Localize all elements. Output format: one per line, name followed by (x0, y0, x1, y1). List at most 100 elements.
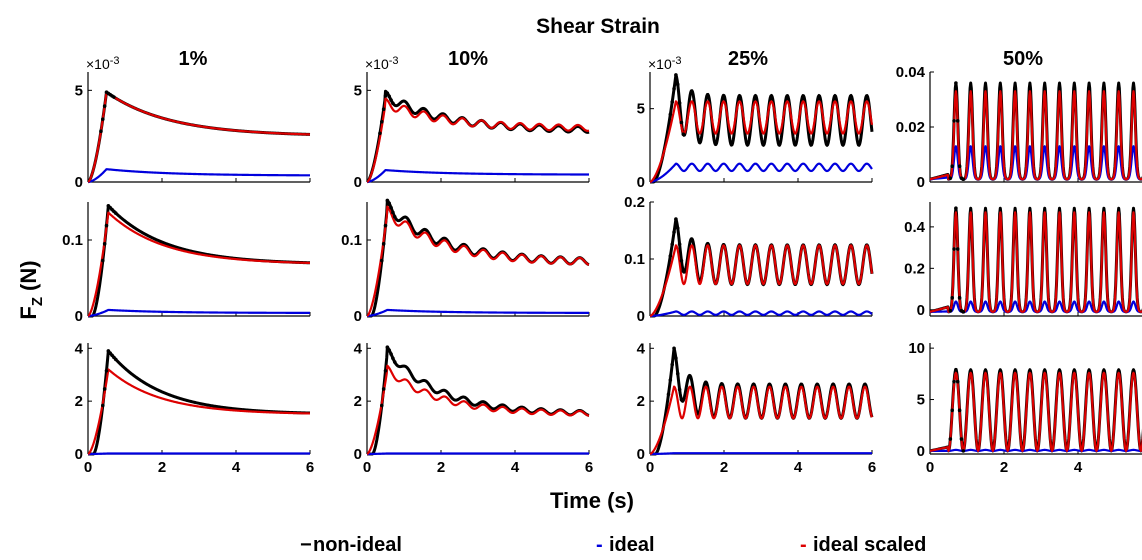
non-ideal-marker (672, 230, 676, 234)
non-ideal-marker (948, 308, 953, 313)
y-tick-label: 10 (908, 340, 925, 357)
non-ideal-marker (666, 392, 671, 397)
non-ideal-marker (112, 95, 116, 99)
column-title-3: 25% (728, 48, 768, 70)
panel-r2-c1: 00.1 (62, 202, 311, 325)
legend-item-2: - ideal (596, 534, 655, 556)
x-tick-label: 0 (926, 459, 934, 476)
legend-marker: - (800, 534, 807, 556)
series-non-ideal (930, 81, 1142, 181)
non-ideal-marker (952, 247, 956, 251)
series-ideal (650, 310, 873, 318)
non-ideal-marker (961, 449, 966, 453)
series-non-ideal (367, 345, 590, 456)
non-ideal-marker (681, 132, 686, 136)
x-tick-label: 2 (1000, 459, 1008, 476)
non-ideal-marker (681, 269, 686, 273)
y-axis-label: FZ (N) (16, 260, 46, 319)
non-ideal-marker (957, 408, 962, 413)
non-ideal-marker (387, 348, 392, 352)
non-ideal-marker (387, 201, 392, 206)
non-ideal-marker (961, 177, 966, 182)
y-tick-label: 2 (354, 393, 362, 410)
panel-r3-c3: 0 2 4 0 2 4 6 (637, 340, 877, 476)
non-ideal-marker (954, 81, 958, 85)
series-non-ideal (367, 198, 590, 318)
non-ideal-marker (675, 371, 680, 376)
panel-r2-c3: 0 0.1 0.2 (624, 194, 874, 325)
non-ideal-marker (952, 379, 956, 384)
y-tick-label: 0 (354, 446, 362, 463)
series-ideal (367, 452, 590, 456)
legend: − non-ideal - ideal - ideal scaled (300, 534, 926, 556)
non-ideal-marker (113, 357, 118, 362)
non-ideal-marker (102, 104, 107, 108)
legend-label: non-ideal (313, 534, 402, 556)
series-ideal (88, 452, 311, 456)
series-non-ideal (367, 89, 590, 184)
non-ideal-marker (668, 112, 673, 117)
non-ideal-marker (380, 258, 384, 263)
series-non-ideal (650, 346, 874, 456)
non-ideal-marker (677, 101, 682, 105)
non-ideal-marker (677, 387, 682, 392)
non-ideal-marker (113, 211, 118, 215)
non-ideal-marker (391, 210, 395, 215)
non-ideal-marker (392, 214, 397, 219)
column-title-2: 10% (448, 48, 488, 70)
y-tick-label: 5 (917, 392, 925, 409)
series-ideal-scaled (88, 211, 311, 317)
column-titles: 1% 10% 25% 50% (179, 48, 1044, 70)
legend-label: ideal (609, 534, 655, 556)
panel-r2-c2: 00.1 (341, 198, 590, 325)
non-ideal-marker (101, 403, 105, 408)
non-ideal-marker (387, 94, 392, 99)
non-ideal-marker (677, 242, 682, 246)
x-tick-label: 0 (84, 459, 92, 476)
non-ideal-marker (101, 258, 105, 263)
non-ideal-marker (378, 131, 382, 136)
legend-label: ideal scaled (813, 534, 926, 556)
y-tick-label: 0 (637, 174, 645, 191)
series-ideal (88, 308, 311, 318)
y-tick-label: 2 (637, 393, 645, 410)
non-ideal-marker (380, 403, 384, 408)
column-title-4: 50% (1003, 48, 1043, 70)
non-ideal-marker (385, 345, 390, 350)
non-ideal-marker (948, 437, 953, 441)
x-tick-label: 4 (1074, 459, 1083, 476)
non-ideal-marker (674, 73, 678, 77)
panel-r3-c2: 0 2 4 0 2 4 6 (354, 340, 594, 476)
non-ideal-marker (950, 408, 954, 413)
non-ideal-marker (383, 223, 388, 228)
x-tick-label: 2 (437, 459, 445, 476)
series-ideal (367, 308, 590, 318)
non-ideal-marker (674, 217, 678, 221)
non-ideal-marker (380, 119, 384, 124)
non-ideal-marker (389, 205, 393, 210)
x-tick-label: 2 (720, 459, 728, 476)
series-ideal (650, 452, 873, 456)
y-tick-label: 0.1 (62, 232, 83, 249)
non-ideal-marker (381, 107, 386, 112)
non-ideal-marker (674, 356, 678, 360)
panel-r3-c4: 05100246 (908, 340, 1142, 476)
non-ideal-marker (668, 378, 673, 382)
series-ideal (650, 162, 873, 184)
series-ideal-scaled (367, 364, 590, 455)
series-ideal (367, 168, 590, 184)
y-tick-label: 0 (637, 446, 645, 463)
non-ideal-marker (668, 254, 673, 258)
y-tick-label: 0.04 (896, 64, 926, 81)
y-axis-label-unit: (N) (16, 260, 41, 291)
panel-r1-c3: 0 5 ×10-3 (637, 55, 874, 191)
non-ideal-marker (950, 296, 954, 300)
series-ideal-scaled (367, 205, 590, 317)
y-tick-label: 0 (354, 308, 362, 325)
x-tick-label: 6 (306, 459, 314, 476)
exponent-label: ×10-3 (365, 55, 399, 72)
non-ideal-marker (383, 368, 388, 373)
y-tick-label: 0 (75, 446, 83, 463)
non-ideal-marker (102, 387, 107, 391)
